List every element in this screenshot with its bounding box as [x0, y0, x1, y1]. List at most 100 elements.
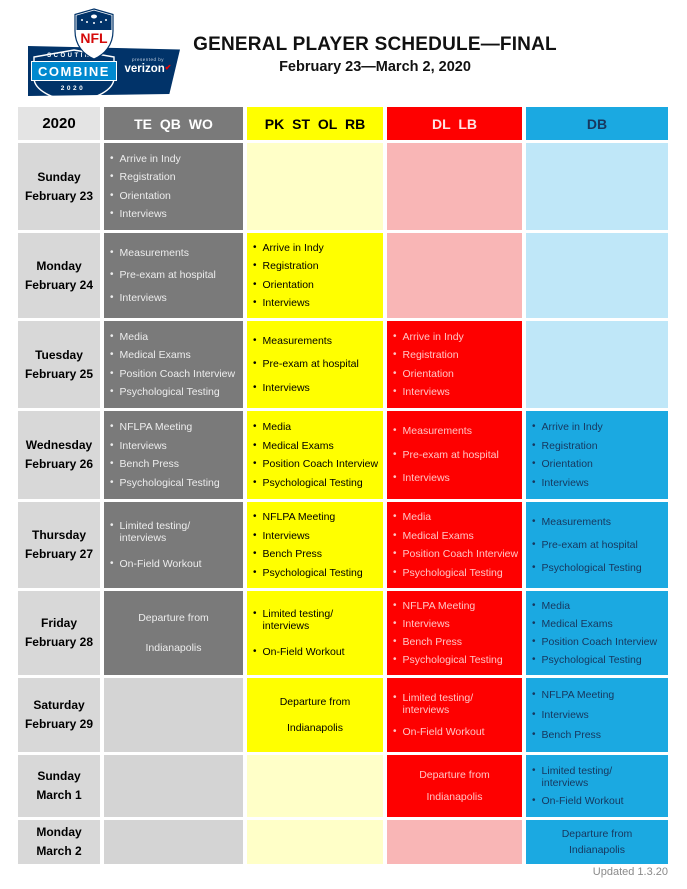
schedule-item: • Media	[253, 421, 381, 433]
column-header-db: DB	[526, 107, 668, 140]
schedule-item: • Bench Press	[532, 729, 666, 741]
departure-line: Departure from	[561, 827, 633, 840]
nfl-shield-icon: NFL	[74, 8, 114, 60]
bullet-icon: •	[393, 691, 397, 703]
schedule-item-text: Position Coach Interview	[402, 548, 519, 561]
schedule-item: • Media	[532, 600, 666, 612]
day-name: Sunday	[37, 769, 81, 784]
schedule-cell-db: • NFLPA Meeting • Interviews • Bench Press	[526, 678, 668, 752]
schedule-cell-db	[526, 321, 668, 408]
schedule-item: • Pre-exam at hospital	[253, 358, 381, 370]
schedule-cell-pk-st-ol-rb	[247, 143, 383, 230]
bullet-icon: •	[110, 477, 114, 489]
schedule-item: • Medical Exams	[110, 349, 241, 361]
verizon-logo: verizon✔	[120, 63, 176, 75]
schedule-item: • Position Coach Interview	[393, 548, 520, 560]
schedule-cell-pk-st-ol-rb	[247, 755, 383, 817]
bullet-icon: •	[253, 358, 257, 370]
bullet-icon: •	[253, 242, 257, 254]
schedule-cell-dl-lb: • Arrive in Indy • Registration • Orientation…	[387, 321, 522, 408]
schedule-cell-te-qb-wo: • Limited testing/ interviews • On-Field Wo…	[104, 502, 243, 588]
schedule-item-text: Bench Press	[541, 728, 602, 741]
schedule-item-text: Psychological Testing	[119, 386, 220, 399]
day-date: February 23	[24, 188, 94, 203]
schedule-cell-dl-lb	[387, 143, 522, 230]
departure-line: Departure from	[138, 611, 209, 624]
schedule-item-text: Limited testing/ interviews	[119, 519, 191, 544]
schedule-item: • Orientation	[253, 279, 381, 291]
departure-line: Departure from	[279, 695, 351, 708]
schedule-item: • Pre-exam at hospital	[110, 269, 241, 281]
schedule-cell-dl-lb: • Limited testing/ interviews • On-Field Wo…	[387, 678, 522, 752]
schedule-item: • Interviews	[253, 297, 381, 309]
bullet-icon: •	[393, 548, 397, 560]
departure-line: Departure from	[419, 768, 490, 781]
column-header-te-qb-wo: TE QB WO	[104, 107, 243, 140]
schedule-item-text: Orientation	[119, 189, 171, 202]
schedule-item-text: Media	[541, 599, 571, 612]
logo-presented-by: presented by	[131, 57, 165, 62]
bullet-icon: •	[532, 708, 536, 720]
schedule-item: • Orientation	[532, 458, 666, 470]
page-subtitle: February 23—March 2, 2020	[279, 59, 471, 75]
schedule-item: • Psychological Testing	[110, 386, 241, 398]
schedule-cell-db: Departure from Indianapolis	[526, 820, 668, 864]
schedule-item-text: Registration	[541, 439, 598, 452]
day-date: February 29	[24, 717, 94, 731]
schedule-cell-dl-lb	[387, 233, 522, 318]
bullet-icon: •	[110, 439, 114, 451]
schedule-item-text: Registration	[402, 349, 459, 362]
schedule-item: • Bench Press	[110, 458, 241, 470]
bullet-icon: •	[532, 458, 536, 470]
schedule-cell-te-qb-wo	[104, 755, 243, 817]
bullet-icon: •	[253, 548, 257, 560]
schedule-item-text: Position Coach Interview	[262, 458, 379, 471]
schedule-item-text: Psychological Testing	[262, 566, 363, 579]
bullet-icon: •	[253, 335, 257, 347]
schedule-item-text: Orientation	[402, 367, 454, 380]
schedule-item-text: On-Field Workout	[262, 646, 345, 658]
logo-combine-text: COMBINE	[38, 63, 110, 79]
bullet-icon: •	[110, 269, 114, 281]
schedule-item: • Psychological Testing	[253, 567, 381, 579]
schedule-cell-pk-st-ol-rb: • Arrive in Indy • Registration • Orientation…	[247, 233, 383, 318]
day-date: February 26	[24, 457, 94, 471]
column-header-pk-st-ol-rb: PK ST OL RB	[247, 107, 383, 140]
schedule-item-text: Pre-exam at hospital	[402, 448, 499, 461]
schedule-item-text: Pre-exam at hospital	[262, 358, 359, 371]
schedule-cell-te-qb-wo: Departure from Indianapolis	[104, 591, 243, 675]
logo-scouting-text: SCOUTING	[47, 53, 99, 59]
day-name: Friday	[40, 616, 77, 631]
schedule-cell-pk-st-ol-rb: • NFLPA Meeting • Interviews • Bench Press • Ps…	[247, 502, 383, 588]
bullet-icon: •	[110, 208, 114, 220]
row-day-label: Thursday February 27	[18, 502, 100, 588]
schedule-item: • Orientation	[393, 368, 520, 380]
schedule-item-text: Orientation	[262, 278, 314, 291]
schedule-item-text: Measurements	[262, 335, 332, 348]
bullet-icon: •	[393, 599, 397, 611]
schedule-item: • Measurements	[532, 516, 666, 528]
bullet-icon: •	[110, 246, 114, 258]
day-name: Monday	[36, 825, 82, 840]
schedule-item: • Pre-exam at hospital	[393, 449, 520, 461]
bullet-icon: •	[110, 152, 114, 164]
schedule-item-text: Psychological Testing	[262, 477, 363, 490]
schedule-item: • Bench Press	[393, 636, 520, 648]
schedule-item-text: NFLPA Meeting	[262, 511, 336, 524]
departure-line: Indianapolis	[286, 722, 344, 735]
day-name: Wednesday	[25, 438, 93, 453]
logo-year-text: 2020	[60, 85, 86, 92]
bullet-icon: •	[532, 515, 536, 527]
bullet-icon: •	[532, 764, 536, 776]
bullet-icon: •	[393, 448, 397, 460]
day-date: February 27	[24, 547, 94, 561]
schedule-item-text: Psychological Testing	[541, 653, 642, 666]
schedule-item-text: Media	[119, 330, 149, 343]
schedule-item-text: Medical Exams	[119, 349, 191, 362]
schedule-item-text: Bench Press	[119, 458, 180, 471]
schedule-item-text: Medical Exams	[262, 439, 334, 452]
row-day-label: Monday March 2	[18, 820, 100, 864]
row-day-label: Friday February 28	[18, 591, 100, 675]
year-header-cell: 2020	[18, 107, 100, 140]
bullet-icon: •	[110, 292, 114, 304]
